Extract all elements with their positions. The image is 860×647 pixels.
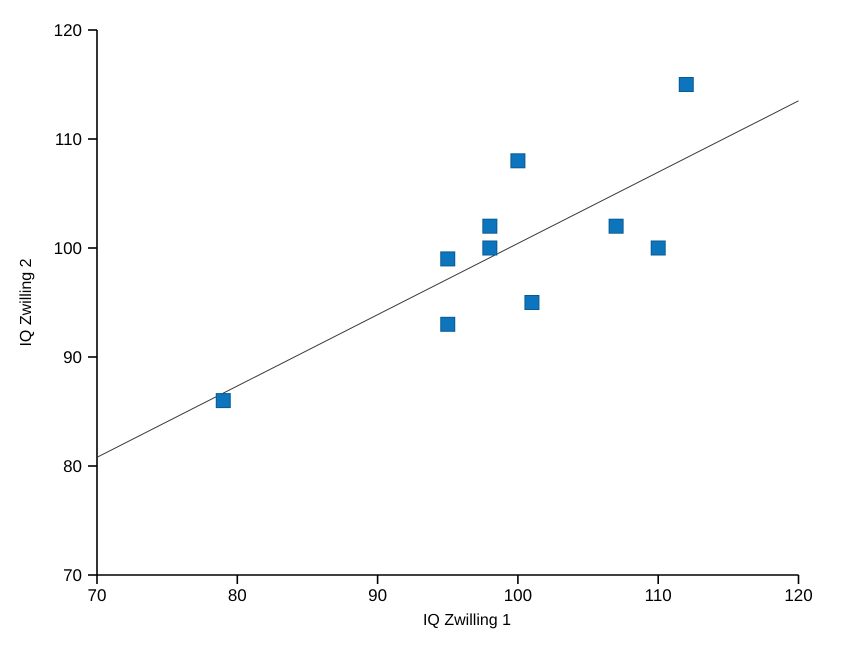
svg-text:80: 80 bbox=[228, 586, 247, 605]
svg-text:100: 100 bbox=[504, 586, 532, 605]
svg-text:IQ Zwilling 1: IQ Zwilling 1 bbox=[423, 612, 511, 629]
svg-text:90: 90 bbox=[63, 348, 82, 367]
svg-text:110: 110 bbox=[645, 586, 672, 605]
svg-text:90: 90 bbox=[368, 586, 387, 605]
svg-text:110: 110 bbox=[55, 130, 82, 149]
svg-text:70: 70 bbox=[88, 586, 107, 605]
svg-text:80: 80 bbox=[63, 457, 82, 476]
svg-text:70: 70 bbox=[63, 566, 82, 585]
svg-text:120: 120 bbox=[784, 586, 812, 605]
svg-text:100: 100 bbox=[54, 239, 82, 258]
svg-text:IQ Zwilling 2: IQ Zwilling 2 bbox=[18, 258, 35, 346]
svg-text:120: 120 bbox=[54, 21, 82, 40]
